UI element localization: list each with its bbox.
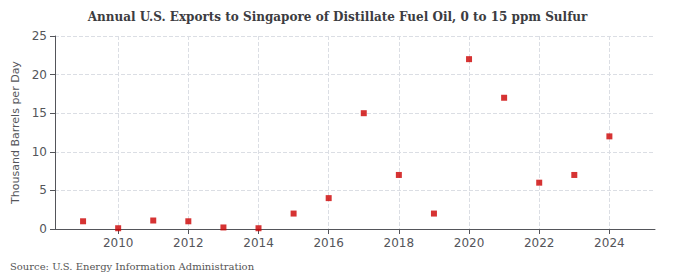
svg-text:25: 25 (32, 29, 47, 43)
svg-text:Thousand Barrels per Day: Thousand Barrels per Day (9, 61, 22, 205)
svg-text:Annual U.S. Exports to Singapo: Annual U.S. Exports to Singapore of Dist… (87, 10, 588, 24)
svg-text:2010: 2010 (103, 236, 134, 250)
svg-text:2014: 2014 (243, 236, 274, 250)
svg-text:Source: U.S. Energy Informatio: Source: U.S. Energy Information Administ… (10, 261, 255, 272)
svg-text:10: 10 (32, 145, 47, 159)
svg-text:2018: 2018 (384, 236, 415, 250)
svg-text:0: 0 (39, 222, 47, 236)
svg-text:20: 20 (32, 68, 47, 82)
svg-text:2024: 2024 (594, 236, 625, 250)
svg-text:2016: 2016 (313, 236, 344, 250)
svg-text:2022: 2022 (524, 236, 555, 250)
svg-text:2020: 2020 (454, 236, 485, 250)
svg-text:2012: 2012 (173, 236, 204, 250)
svg-text:5: 5 (39, 183, 47, 197)
svg-text:15: 15 (32, 106, 47, 120)
